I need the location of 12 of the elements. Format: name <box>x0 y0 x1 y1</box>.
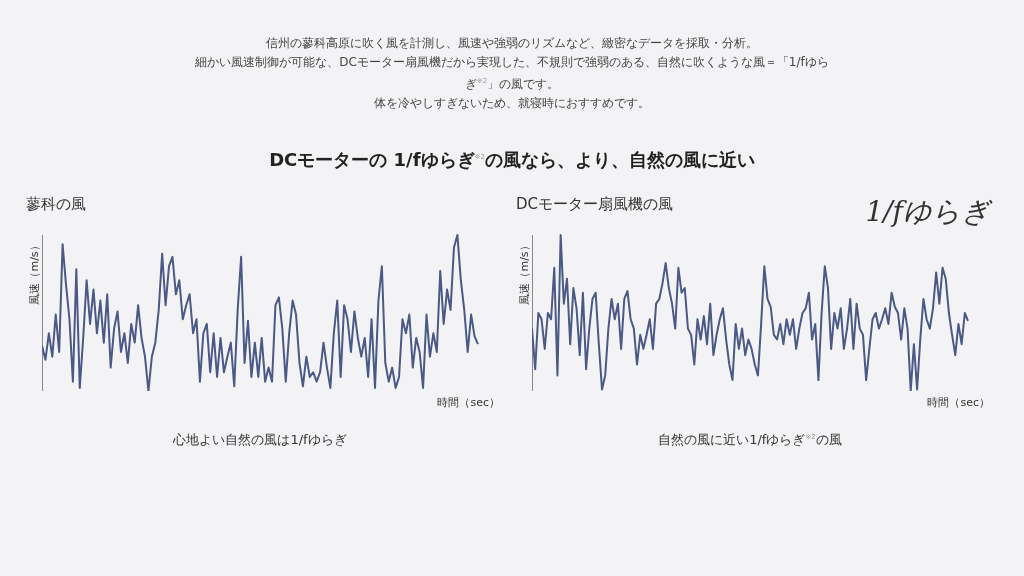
chart-title: DCモーター扇風機の風 <box>516 195 674 214</box>
text: 心地よい自然の風は1/fゆらぎ <box>172 431 348 449</box>
text: DCモーターの 1/fゆらぎ$^{※2}$の風なら、より、自然の風に近い <box>268 148 756 172</box>
x-axis-title: 時間（sec） <box>437 395 500 410</box>
text: 細かい風速制御が可能な、DCモーター扇風機だから実現した、不規則で強弱のある、自然に吹くような風＝「1/fゆらぎ$^{※2}$」の風です。 <box>194 54 830 93</box>
y-axis-title: 風速（m/s） <box>26 239 42 307</box>
x-axis-title: 時間（sec） <box>927 395 990 410</box>
text: 体を冷やしすぎないため、就寝時におすすめです。 <box>373 95 651 112</box>
text: 信州の蓼科高原に吹く風を計測し、風速や強弱のリズムなど、緻密なデータを採取・分析。 <box>265 35 759 52</box>
y-axis-title: 風速（m/s） <box>516 239 532 307</box>
chart-title: 蓼科の風 <box>26 195 86 214</box>
text: 自然の風に近い1/fゆらぎ$^{※2}$の風 <box>657 431 843 449</box>
